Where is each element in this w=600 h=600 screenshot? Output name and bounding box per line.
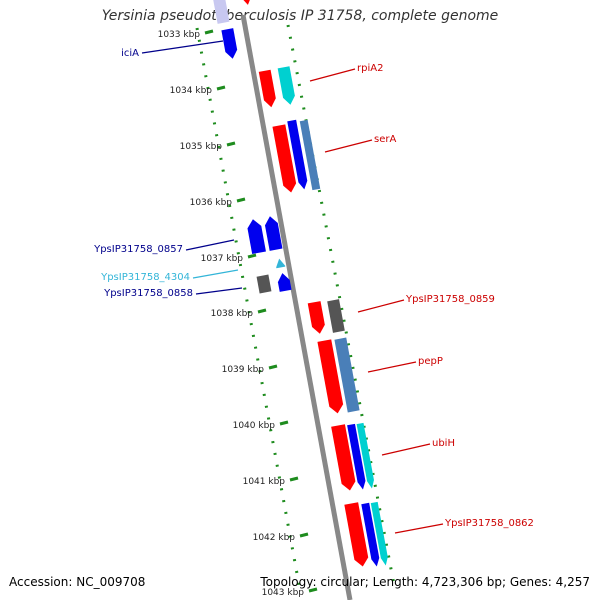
gene-label[interactable]: YpsIP31758_0862 — [444, 518, 534, 529]
tick-label: 1039 kbp — [222, 365, 265, 375]
feature-block[interactable] — [212, 0, 230, 24]
tick-label: 1034 kbp — [170, 86, 213, 96]
tick-label: 1040 kbp — [233, 421, 276, 431]
gene-arrow[interactable] — [275, 258, 286, 269]
gene-arrow[interactable] — [241, 0, 253, 6]
tick-mark — [268, 364, 278, 370]
gene-arrow[interactable] — [356, 422, 376, 489]
tick-label: 1035 kbp — [180, 142, 223, 152]
gene-arrow[interactable] — [256, 274, 272, 294]
tick-mark — [204, 29, 214, 35]
gene-arrow[interactable] — [334, 337, 360, 413]
gene-label[interactable]: ubiH — [432, 438, 455, 449]
gene-arrow[interactable] — [307, 301, 327, 335]
gene-arrow[interactable] — [287, 119, 308, 190]
gene-arrow[interactable] — [264, 215, 283, 251]
gene-label[interactable]: YpsIP31758_0857 — [93, 244, 183, 255]
gene-arrow[interactable] — [370, 501, 389, 566]
tick-label: 1042 kbp — [253, 533, 296, 543]
tick-mark — [226, 141, 236, 147]
tick-mark — [236, 197, 246, 203]
gene-arrow[interactable] — [331, 424, 357, 491]
tick-mark — [299, 532, 309, 538]
genome-summary: Topology: circular; Length: 4,723,306 bp… — [260, 575, 590, 589]
label-connector — [141, 40, 224, 54]
label-connector — [367, 361, 417, 373]
gene-label[interactable]: serA — [374, 134, 396, 145]
genome-backbone — [240, 14, 353, 600]
tick-label: 1038 kbp — [211, 309, 254, 319]
gene-arrow[interactable] — [258, 69, 277, 109]
gene-label[interactable]: YpsIP31758_0859 — [405, 294, 495, 305]
gene-arrow[interactable] — [272, 124, 297, 193]
tick-mark — [247, 253, 257, 259]
gene-label[interactable]: rpiA2 — [357, 63, 383, 74]
gene-label[interactable]: iciA — [121, 48, 139, 59]
accession-text: Accession: NC_009708 — [9, 575, 146, 589]
backbone-line — [240, 14, 353, 600]
gene-arrow[interactable] — [246, 218, 266, 254]
gene-label[interactable]: YpsIP31758_0858 — [103, 288, 193, 299]
gene-label[interactable]: YpsIP31758_4304 — [100, 272, 190, 283]
tick-label: 1033 kbp — [158, 30, 201, 40]
gene-arrow[interactable] — [327, 299, 345, 333]
label-connector — [324, 139, 373, 153]
gene-arrow[interactable] — [347, 423, 367, 490]
gene-features — [212, 0, 389, 567]
tick-mark — [308, 587, 318, 593]
tick-label: 1037 kbp — [201, 254, 244, 264]
gene-arrow[interactable] — [317, 339, 344, 414]
kbp-ticks: 1033 kbp 1034 kbp 1035 kbp 1036 kbp 1037 kbp… — [158, 29, 318, 598]
gene-arrow[interactable] — [361, 502, 380, 567]
gene-arrow[interactable] — [276, 272, 292, 292]
gene-arrow[interactable] — [277, 66, 297, 106]
label-connector — [357, 299, 405, 313]
label-connector — [394, 523, 444, 534]
label-connector — [309, 68, 356, 82]
tick-mark — [216, 85, 226, 91]
label-connector — [185, 239, 235, 251]
tick-label: 1036 kbp — [190, 198, 233, 208]
tick-mark — [257, 308, 267, 314]
gene-labels: iciA rpiA2 serA YpsIP31758_0857 YpsIP31758_4… — [93, 40, 534, 534]
label-connector — [381, 443, 431, 456]
tick-mark — [279, 420, 289, 426]
map-title: Yersinia pseudotuberculosis IP 31758, co… — [101, 8, 499, 24]
gene-label[interactable]: pepP — [418, 356, 443, 367]
tick-label: 1043 kbp — [262, 588, 305, 598]
tick-label: 1041 kbp — [243, 477, 286, 487]
strand-boundary-right — [286, 24, 397, 591]
gene-arrow[interactable] — [221, 28, 238, 60]
gene-arrow[interactable] — [299, 119, 321, 191]
label-connector — [195, 287, 243, 295]
label-connector — [192, 269, 239, 279]
gene-arrow[interactable] — [344, 502, 369, 567]
tick-mark — [289, 476, 299, 482]
